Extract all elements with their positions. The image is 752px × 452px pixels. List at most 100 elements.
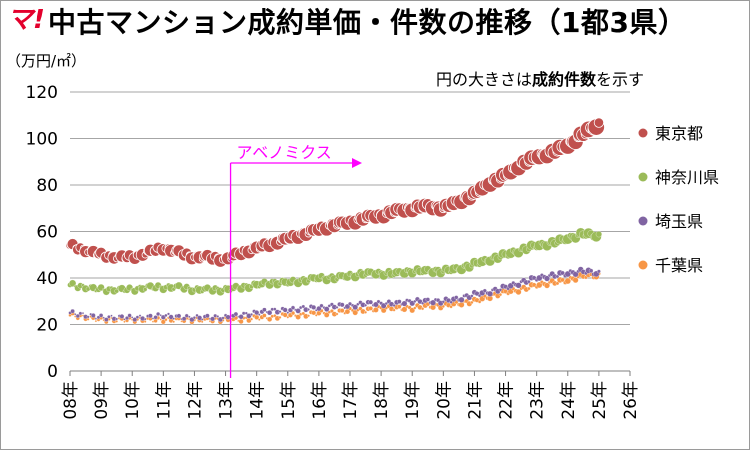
legend-marker: [638, 128, 648, 138]
x-tick-label: 10年: [123, 381, 143, 420]
bubble-埼玉県: [316, 306, 322, 312]
bubble-埼玉県: [205, 313, 210, 319]
bubble-埼玉県: [156, 311, 161, 317]
bubble-千葉県: [449, 305, 453, 309]
x-tick-label: 19年: [403, 381, 423, 420]
bubble-千葉県: [258, 318, 261, 321]
x-tick-label: 22年: [497, 381, 517, 420]
legend-marker: [638, 260, 648, 270]
bubble-千葉県: [515, 289, 522, 295]
bubble-埼玉県: [213, 313, 218, 318]
bubble-埼玉県: [221, 316, 225, 320]
bubble-千葉県: [115, 320, 119, 323]
bubble-埼玉県: [104, 317, 109, 322]
bubble-千葉県: [329, 309, 334, 313]
bubble-埼玉県: [70, 309, 75, 314]
bubble-埼玉県: [164, 313, 168, 318]
legend-label: 埼玉県: [655, 212, 703, 231]
bubble-千葉県: [401, 306, 408, 313]
x-tick-label: 18年: [372, 381, 392, 420]
bubble-埼玉県: [75, 313, 80, 319]
bubble-埼玉県: [364, 303, 368, 307]
gridlines: [70, 91, 630, 372]
bubble-埼玉県: [98, 313, 104, 318]
bubble-千葉県: [164, 318, 168, 322]
bubble-埼玉県: [125, 316, 129, 321]
bubble-千葉県: [273, 314, 277, 318]
y-tick-label: 120: [26, 83, 58, 103]
bubble-千葉県: [409, 307, 416, 314]
bubble-埼玉県: [135, 315, 140, 319]
annotation-arrowhead: [352, 158, 362, 168]
x-tick-label: 16年: [310, 381, 330, 420]
bubble-埼玉県: [401, 300, 408, 307]
bubble-埼玉県: [373, 301, 379, 308]
x-tick-label: 20年: [434, 381, 454, 420]
x-tick-label: 12年: [185, 381, 205, 420]
bubble-埼玉県: [352, 304, 359, 311]
bubble-埼玉県: [295, 308, 301, 314]
bubble-千葉県: [311, 310, 317, 316]
legend-label: 千葉県: [655, 256, 703, 275]
bubble-埼玉県: [421, 301, 425, 305]
bubble-埼玉県: [132, 317, 138, 322]
bubble-埼玉県: [515, 282, 522, 289]
bubble-千葉県: [555, 281, 560, 286]
bubble-埼玉県: [176, 313, 182, 319]
bubble-埼玉県: [425, 297, 430, 302]
bubble-千葉県: [323, 312, 330, 318]
bubble-埼玉県: [564, 270, 571, 278]
bubble-埼玉県: [487, 290, 493, 297]
bubble-埼玉県: [527, 279, 531, 284]
bubble-埼玉県: [454, 295, 459, 300]
bubble-神奈川県: [114, 288, 119, 294]
bubble-埼玉県: [458, 296, 465, 303]
y-tick-label: 40: [36, 269, 58, 289]
bubble-千葉県: [307, 314, 310, 318]
y-tick-label: 0: [47, 362, 58, 382]
x-tick-label: 17年: [341, 381, 361, 420]
bubble-埼玉県: [286, 311, 290, 314]
bubble-千葉県: [498, 292, 503, 297]
bubble-埼玉県: [449, 300, 453, 304]
bubble-埼玉県: [115, 317, 119, 321]
bubble-千葉県: [335, 312, 339, 316]
bubble-埼玉県: [127, 313, 132, 318]
bubble-埼玉県: [210, 316, 216, 322]
bubble-千葉県: [527, 286, 531, 291]
bubble-神奈川県: [143, 287, 148, 292]
bubble-埼玉県: [335, 305, 339, 309]
bubble-埼玉県: [441, 300, 445, 304]
bubble-埼玉県: [160, 314, 166, 320]
bubble-千葉県: [238, 318, 244, 325]
bubble-千葉県: [266, 316, 273, 322]
legend-label: 東京都: [655, 124, 703, 143]
y-axis-ticks: 0 20 40 60 80 100 120: [26, 83, 58, 382]
bubble-千葉県: [572, 277, 579, 284]
bubble-埼玉県: [168, 314, 174, 320]
bubble-埼玉県: [107, 315, 111, 319]
x-tick-label: 11年: [154, 381, 174, 420]
bubble-埼玉県: [356, 302, 360, 306]
bubble-埼玉県: [470, 294, 474, 298]
x-tick-label: 26年: [621, 381, 641, 420]
bubble-埼玉県: [572, 271, 579, 278]
bubble-埼玉県: [560, 270, 565, 276]
bubble-埼玉県: [319, 303, 324, 308]
bubble-埼玉県: [153, 315, 158, 320]
bubble-埼玉県: [131, 316, 134, 319]
bubble-埼玉県: [323, 306, 330, 312]
bubble-埼玉県: [74, 313, 77, 316]
bubble-神奈川県: [595, 231, 602, 238]
bubble-埼玉県: [188, 315, 191, 319]
bubble-千葉県: [544, 282, 550, 289]
bubble-千葉県: [282, 312, 288, 318]
annotation-label: アベノミクス: [237, 143, 332, 162]
note-suffix: を示す: [596, 70, 645, 89]
bubble-千葉県: [286, 315, 290, 319]
bubble-千葉県: [368, 306, 374, 311]
x-tick-label: 23年: [528, 381, 548, 420]
